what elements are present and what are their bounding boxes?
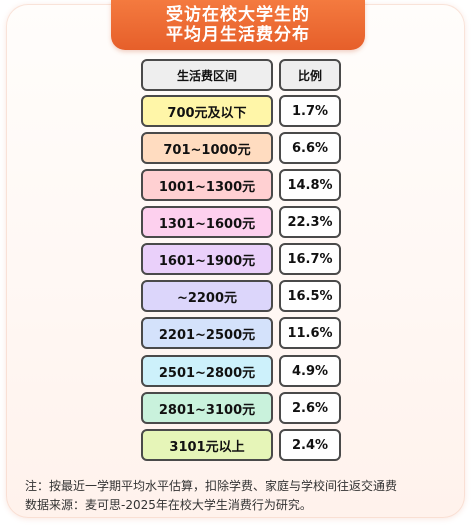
footnote: 注：按最近一学期平均水平估算，扣除学费、家庭与学校间往返交通费 <box>25 479 398 493</box>
ratio-cell: 16.7% <box>279 243 341 275</box>
range-cell: 1301~1600元 <box>141 206 273 238</box>
title-banner: 受访在校大学生的 平均月生活费分布 <box>111 0 365 50</box>
ratio-cell: 16.5% <box>279 280 341 312</box>
range-cell: 2801~3100元 <box>141 392 273 424</box>
ratio-cell: 14.8% <box>279 169 341 201</box>
range-cell: 1001~1300元 <box>141 169 273 201</box>
ratio-cell: 6.6% <box>279 132 341 164</box>
range-cell: 701~1000元 <box>141 132 273 164</box>
range-cell: 1601~1900元 <box>141 243 273 275</box>
ratio-cell: 4.9% <box>279 355 341 387</box>
range-cell: 2501~2800元 <box>141 355 273 387</box>
ratio-cell: 2.4% <box>279 429 341 461</box>
header-range: 生活费区间 <box>141 59 273 91</box>
range-cell: ~2200元 <box>141 280 273 312</box>
ratio-cell: 1.7% <box>279 95 341 127</box>
range-cell: 2201~2500元 <box>141 317 273 349</box>
data-source: 数据来源：麦可思-2025年在校大学生消费行为研究。 <box>25 498 312 512</box>
header-ratio: 比例 <box>279 59 341 91</box>
range-cell: 3101元以上 <box>141 429 273 461</box>
range-cell: 700元及以下 <box>141 95 273 127</box>
ratio-cell: 22.3% <box>279 206 341 238</box>
ratio-cell: 2.6% <box>279 392 341 424</box>
title-line-1: 受访在校大学生的 <box>166 5 310 25</box>
ratio-cell: 11.6% <box>279 317 341 349</box>
title-line-2: 平均月生活费分布 <box>166 25 310 45</box>
